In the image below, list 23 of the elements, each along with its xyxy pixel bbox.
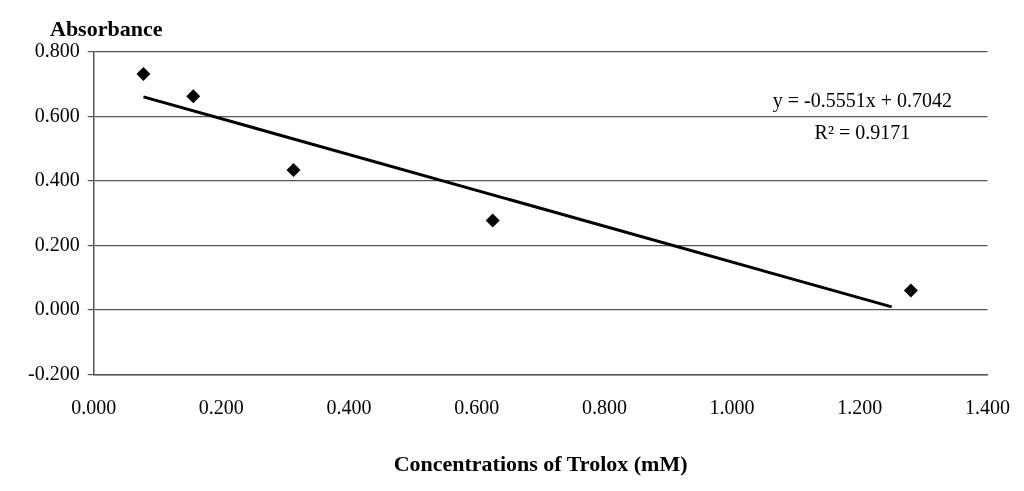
- y-tick-label: -0.200: [27, 361, 80, 384]
- y-tick-label: 0.800: [34, 39, 80, 62]
- x-tick-label: 0.000: [71, 395, 117, 418]
- x-tick-label: 0.600: [454, 395, 500, 418]
- x-tick-label: 0.400: [326, 395, 372, 418]
- y-tick-label: 0.000: [34, 297, 80, 320]
- y-axis-title: Absorbance: [50, 15, 163, 41]
- point: [136, 66, 151, 81]
- point: [485, 213, 500, 228]
- y-tick-label: 0.600: [34, 103, 80, 126]
- x-tick-label: 1.000: [709, 395, 755, 418]
- point: [903, 283, 918, 298]
- annotation: R² = 0.9171: [814, 121, 911, 144]
- x-tick-label: 1.200: [837, 395, 883, 418]
- x-tick-label: 0.200: [198, 395, 244, 418]
- x-axis-title: Concentrations of Trolox (mM): [393, 451, 688, 477]
- x-tick-label: 1.400: [965, 395, 1010, 418]
- annotation: y = -0.5551x + 0.7042: [772, 89, 952, 113]
- point: [286, 163, 301, 178]
- point: [186, 89, 201, 104]
- x-tick-label: 0.800: [581, 395, 627, 418]
- y-tick-label: 0.400: [34, 168, 80, 191]
- y-tick-label: 0.200: [34, 232, 80, 255]
